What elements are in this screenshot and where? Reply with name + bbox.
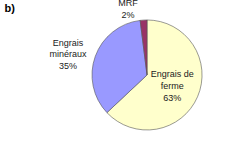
svg-text:MRF2%: MRF2% <box>118 0 138 20</box>
svg-text:Engrais deferme63%: Engrais deferme63% <box>151 69 194 102</box>
svg-text:b): b) <box>5 2 16 14</box>
svg-text:Engraisminéraux35%: Engraisminéraux35% <box>49 38 87 71</box>
